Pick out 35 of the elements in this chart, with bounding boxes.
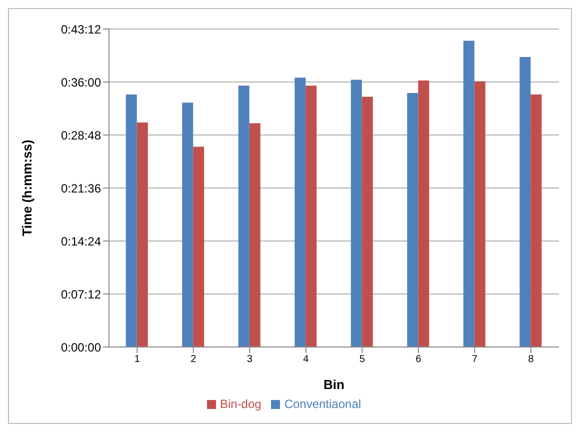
bar — [474, 81, 486, 347]
bar — [294, 78, 306, 347]
bar — [407, 93, 418, 347]
bar — [136, 122, 148, 347]
bar — [126, 94, 137, 347]
x-tick-label: 3 — [246, 354, 253, 366]
x-tick-label: 5 — [359, 354, 366, 366]
bar — [530, 94, 542, 347]
legend-label: Bin-dog — [220, 397, 262, 411]
y-tick-label: 0:21:36 — [60, 181, 102, 196]
y-tick-label: 0:28:48 — [60, 128, 102, 142]
bar — [238, 86, 250, 347]
y-tick-label: 0:00:00 — [60, 340, 102, 354]
x-tick-label: 1 — [134, 354, 140, 366]
x-axis-title: Bin — [324, 377, 345, 392]
y-tick-label: 0:14:24 — [60, 234, 102, 248]
legend-label: Conventiaonal — [284, 397, 362, 411]
bar — [249, 123, 260, 347]
bar — [520, 56, 531, 347]
y-tick-label: 0:43:12 — [60, 22, 102, 36]
y-axis-title: Time (h:mm:ss) — [20, 140, 35, 236]
x-tick-label: 7 — [472, 354, 478, 366]
bar — [350, 80, 362, 347]
bar — [362, 96, 373, 347]
y-tick-label: 0:07:12 — [60, 287, 102, 302]
x-tick-label: 8 — [528, 354, 534, 366]
y-tick-label: 0:36:00 — [60, 75, 102, 90]
bar — [306, 86, 317, 347]
bar — [182, 102, 194, 347]
bar — [463, 40, 474, 347]
x-tick-label: 4 — [303, 354, 310, 366]
x-tick-label: 2 — [190, 354, 197, 366]
bar — [418, 80, 430, 347]
x-tick-label: 6 — [416, 354, 422, 366]
bar — [193, 146, 204, 347]
